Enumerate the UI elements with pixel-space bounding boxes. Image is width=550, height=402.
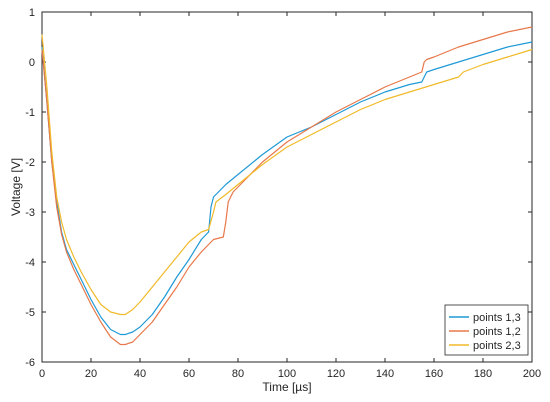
x-axis-ticks: 0 20 40 60 80 100 120 140 160 180 200 <box>39 12 541 380</box>
y-tick-label: -6 <box>25 357 35 369</box>
x-tick-label: 100 <box>278 368 296 380</box>
x-tick-label: 160 <box>425 368 443 380</box>
x-tick-label: 20 <box>85 368 97 380</box>
plot-area: 0 20 40 60 80 100 120 140 160 180 200 1 0 -1 -2 -3 -4 -5… <box>25 7 541 380</box>
x-tick-label: 40 <box>134 368 146 380</box>
y-tick-label: -4 <box>25 257 35 269</box>
legend-box <box>444 304 529 356</box>
series-line-3 <box>41 34 533 316</box>
x-tick-label: 60 <box>183 368 195 380</box>
x-tick-label: 120 <box>327 368 345 380</box>
legend: points 1,3 points 1,2 points 2,3 <box>444 304 529 356</box>
legend-entry-label: points 2,3 <box>473 340 521 352</box>
y-tick-label: -1 <box>25 107 35 119</box>
legend-entries: points 1,3 points 1,2 points 2,3 <box>449 312 521 352</box>
y-axis-label: Voltage [V] <box>9 158 23 216</box>
y-axis-ticks: 1 0 -1 -2 -3 -4 -5 -6 <box>25 7 532 369</box>
y-tick-label: -3 <box>25 207 35 219</box>
x-tick-label: 200 <box>523 368 541 380</box>
x-tick-label: 180 <box>474 368 492 380</box>
series-lines <box>41 26 533 346</box>
x-axis-label: Time [µs] <box>262 380 311 394</box>
x-tick-label: 0 <box>39 368 45 380</box>
legend-entry-label: points 1,3 <box>473 312 521 324</box>
x-tick-label: 140 <box>376 368 394 380</box>
series-line-1 <box>41 41 533 336</box>
y-tick-label: 1 <box>29 7 35 19</box>
y-tick-label: -2 <box>25 157 35 169</box>
y-tick-label: -5 <box>25 307 35 319</box>
legend-entry-label: points 1,2 <box>473 326 521 338</box>
series-line-2 <box>41 26 533 346</box>
axes-box <box>41 11 533 363</box>
x-tick-label: 80 <box>232 368 244 380</box>
y-tick-label: 0 <box>29 57 35 69</box>
